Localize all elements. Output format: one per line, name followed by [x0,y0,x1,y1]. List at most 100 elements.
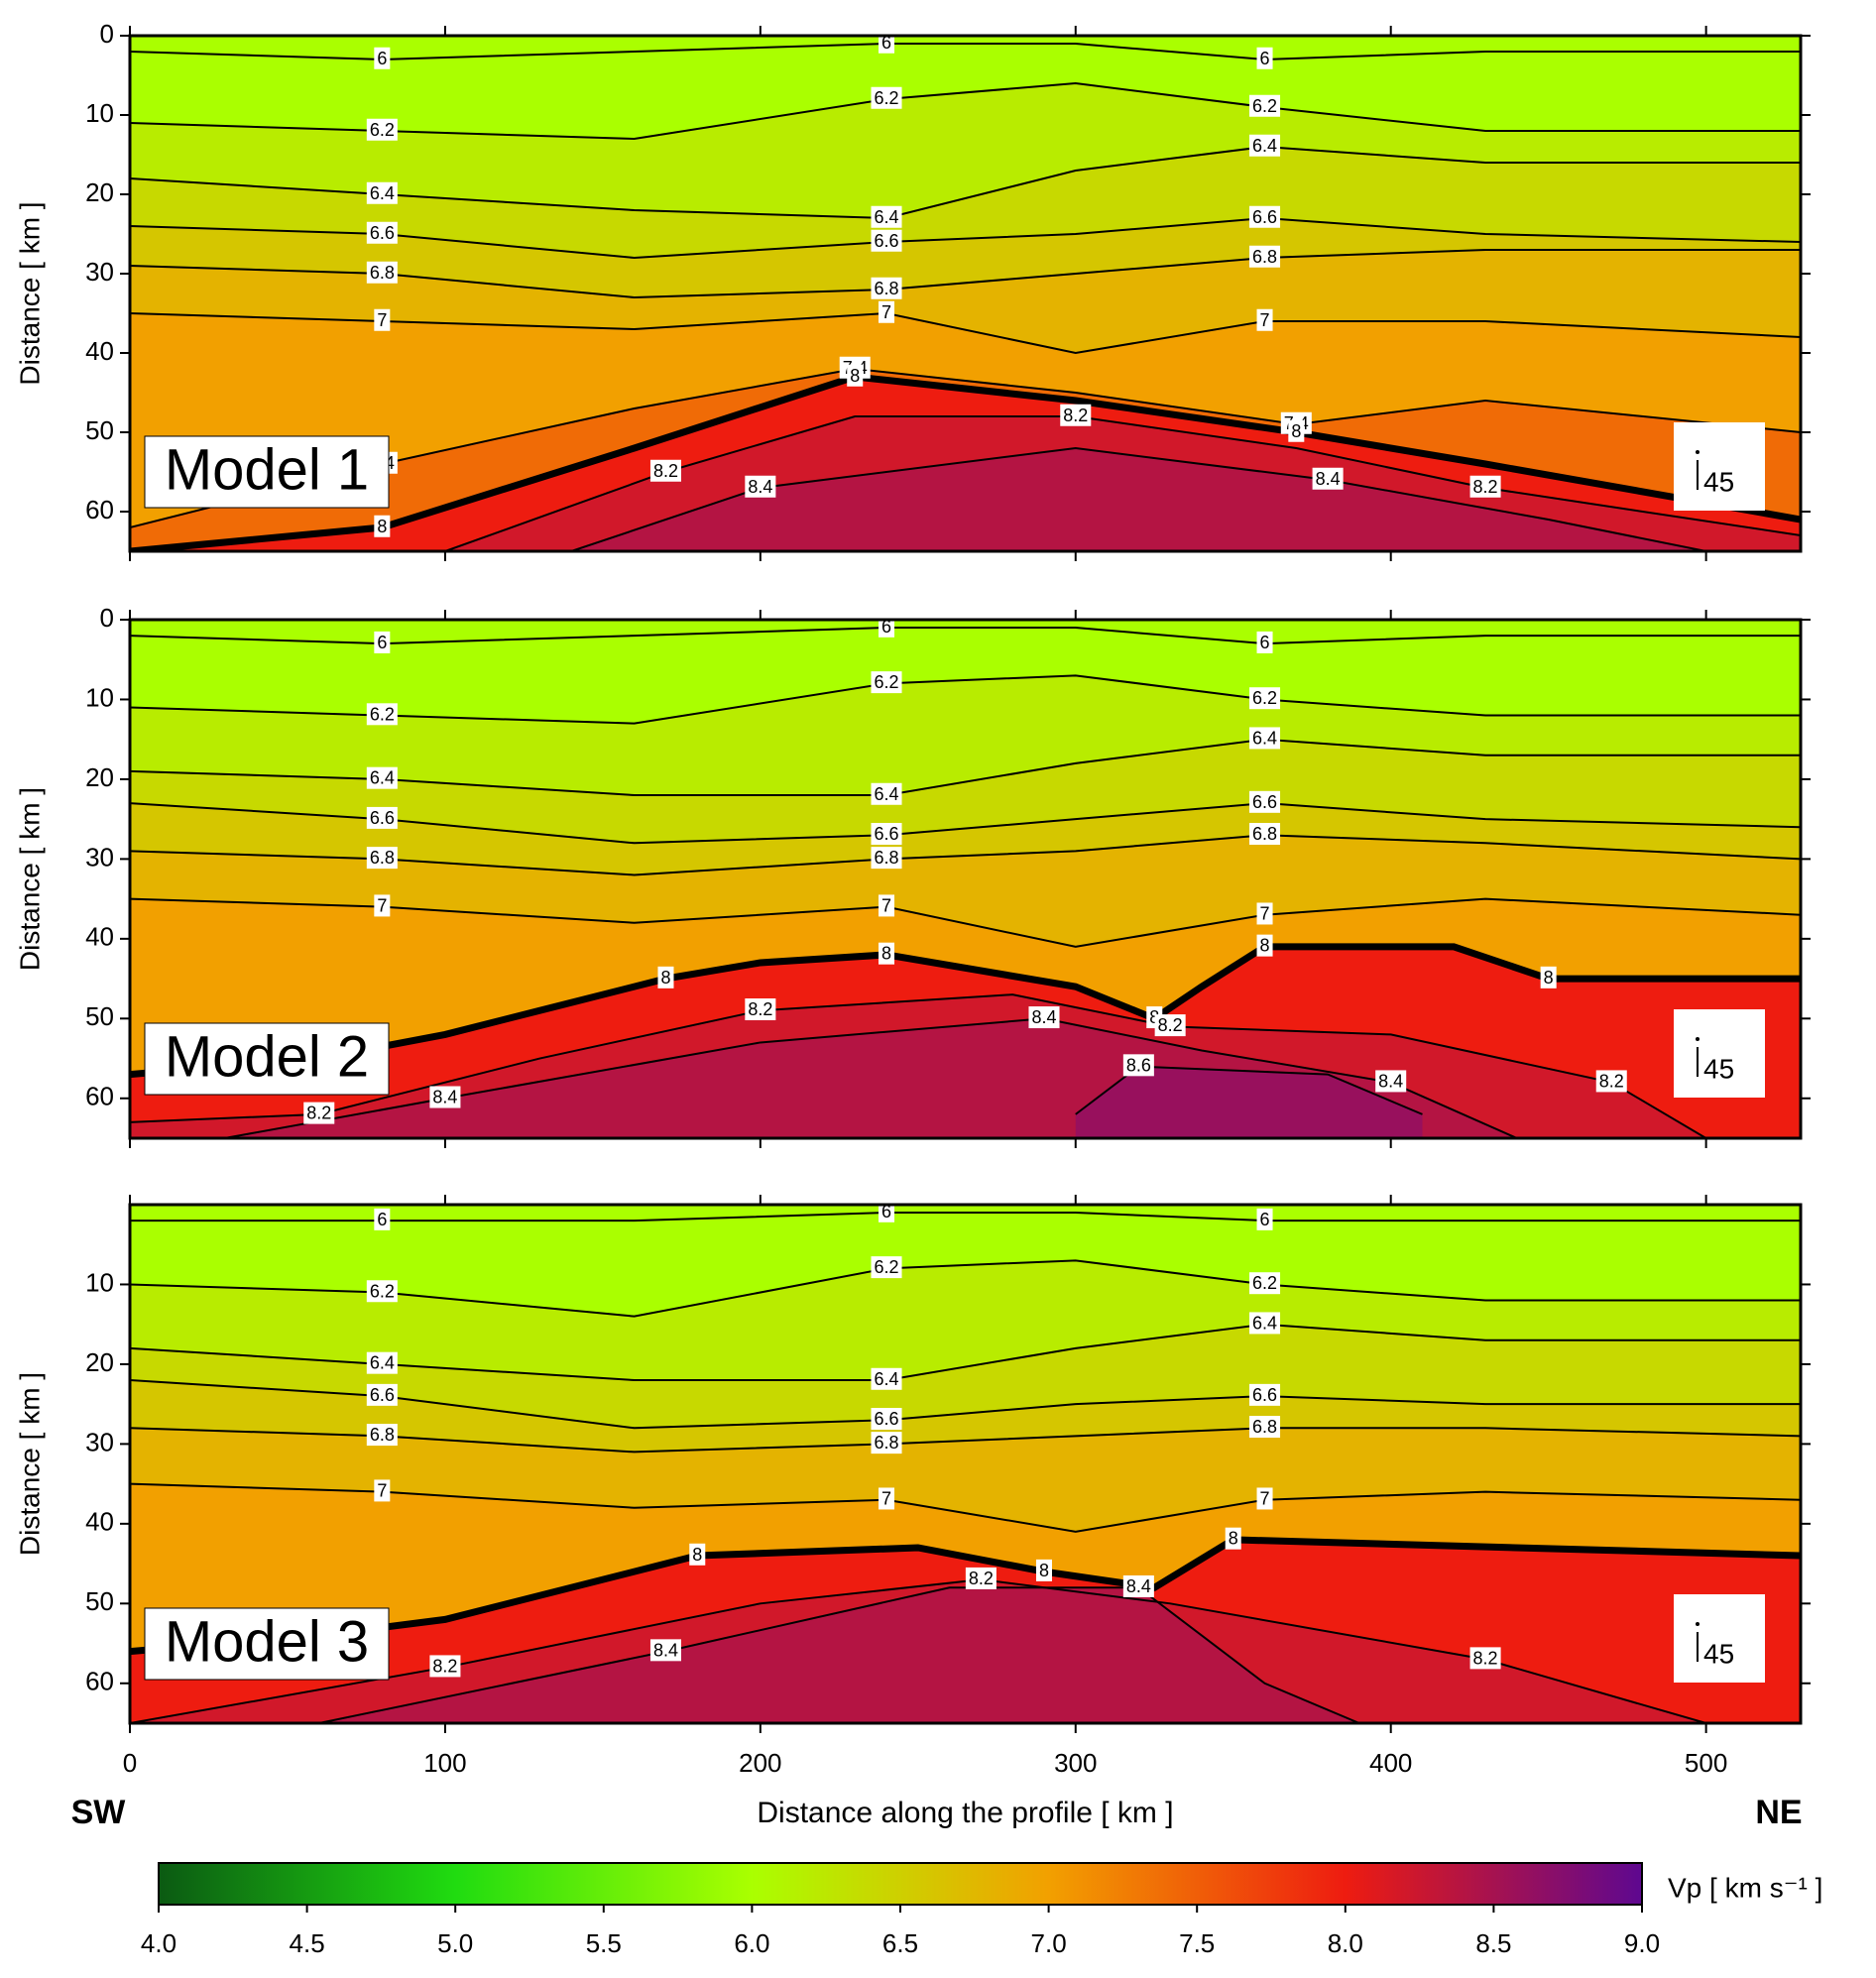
contour-label: 6.8 [875,279,899,298]
y-tick-label: 30 [85,842,114,872]
y-tick-label: 60 [85,1667,114,1696]
inset-box [1674,422,1765,511]
colorbar [158,1862,1643,1906]
contour-label-box [429,1655,461,1678]
contour-label-box [1249,822,1281,845]
contour-label-box [879,1487,895,1510]
contour-label-box [879,620,895,638]
contour-line [130,81,1801,141]
contour-label: 8 [1039,1561,1049,1580]
contour-label-box [366,766,398,789]
contour-label: 8.2 [432,1656,457,1676]
inset-label: 45 [1703,1053,1734,1084]
contour-label: 6.4 [1252,136,1277,156]
contour-label: 6.6 [1252,207,1277,227]
contour-label-box [303,1102,335,1124]
contour-label-box [879,36,895,54]
contour-label-box [366,806,398,829]
y-tick-label: 10 [85,682,114,712]
contour-label: 8.2 [653,461,678,481]
contour-label-box [366,703,398,726]
contour-line [130,834,1801,876]
contour-line [130,674,1801,725]
y-tick-label: 50 [85,415,114,445]
contour-label: 6.8 [875,1433,899,1453]
contour-label: 8.2 [1158,1015,1183,1035]
contour-label-box [879,942,895,965]
contour-label: 8 [692,1545,702,1565]
y-tick-label: 10 [85,98,114,128]
colorbar-tick-label: 4.5 [290,1928,325,1958]
contour-label: 8 [1291,421,1301,441]
velocity-band [1075,1066,1423,1138]
contour-label-box [1122,1574,1154,1597]
contour-label-box [1256,631,1273,653]
contour-label: 8.4 [1316,469,1341,489]
x-tick-label: 300 [1054,1748,1097,1778]
contour-label-box [871,205,902,228]
contour-label: 8.4 [432,1088,457,1107]
colorbar-tick-label: 4.0 [141,1928,176,1958]
contour-label-box [366,221,398,244]
x-tick-label: 200 [739,1748,781,1778]
contour-label-box [374,1208,391,1230]
contour-label: 8 [1229,1529,1238,1549]
model-label: Model 3 [165,1609,369,1674]
y-tick-label: 0 [100,603,114,633]
contour-line [130,1212,1801,1222]
y-tick-label: 20 [85,177,114,207]
contour-line [130,993,1718,1138]
contour-label: 7 [1260,1488,1270,1508]
contour-label: 7 [1260,903,1270,923]
contour-label-box [1256,1487,1273,1510]
model-label-box [144,435,390,509]
contour-label-box [1256,308,1273,331]
contour-label-box [1028,1006,1060,1029]
y-tick-label: 40 [85,336,114,366]
colorbar-tick-label: 8.5 [1475,1928,1511,1958]
model-label-box [144,1607,390,1681]
contour-label: 6.8 [1252,1417,1277,1437]
contour-label: 6.2 [875,88,899,108]
contour-label-box [871,822,902,845]
x-tick-label: 500 [1685,1748,1727,1778]
contour-label-box [871,782,902,805]
inset-box [1674,1594,1765,1683]
contour-label-box [1312,467,1344,490]
model-label: Model 2 [165,1024,369,1089]
contour-label-box [1288,419,1305,442]
y-tick-label: 40 [85,922,114,952]
contour-line [130,1482,1801,1533]
contour-label-box [1249,94,1281,117]
contour-label: 8 [660,968,670,988]
contour-label-box [1469,475,1501,498]
contour-label: 8.4 [1126,1576,1151,1596]
colorbar-tick-label: 7.5 [1179,1928,1215,1958]
colorbar-tick-label: 9.0 [1624,1928,1660,1958]
contour-line [130,897,1801,948]
contour-label-box [366,181,398,204]
contour-label: 7 [377,310,387,330]
contour-label-box [871,847,902,870]
inset-icon-dot [1696,1622,1700,1626]
contour-label-box [374,894,391,917]
contour-label-box [1256,934,1273,957]
velocity-band [318,1587,1359,1723]
contour-label-box [879,894,895,917]
contour-label: 6.2 [370,1281,395,1301]
contour-label: 6.8 [370,848,395,868]
contour-label-box [366,118,398,141]
contour-line [130,1427,1801,1454]
contour-label-box [366,261,398,284]
contour-line [130,627,1801,645]
x-tick-label: 100 [423,1748,466,1778]
contour-label: 6.2 [370,120,395,140]
contour-line [130,1323,1801,1382]
contour-label: 6.4 [875,784,899,804]
contour-label-box [1375,1070,1407,1093]
contour-label: 8.4 [1031,1007,1056,1027]
x-axis-title: Distance along the profile [ km ] [757,1797,1173,1829]
colorbar-tick-label: 5.0 [437,1928,473,1958]
contour-label-box [847,364,864,387]
contour-label-box [871,1432,902,1454]
